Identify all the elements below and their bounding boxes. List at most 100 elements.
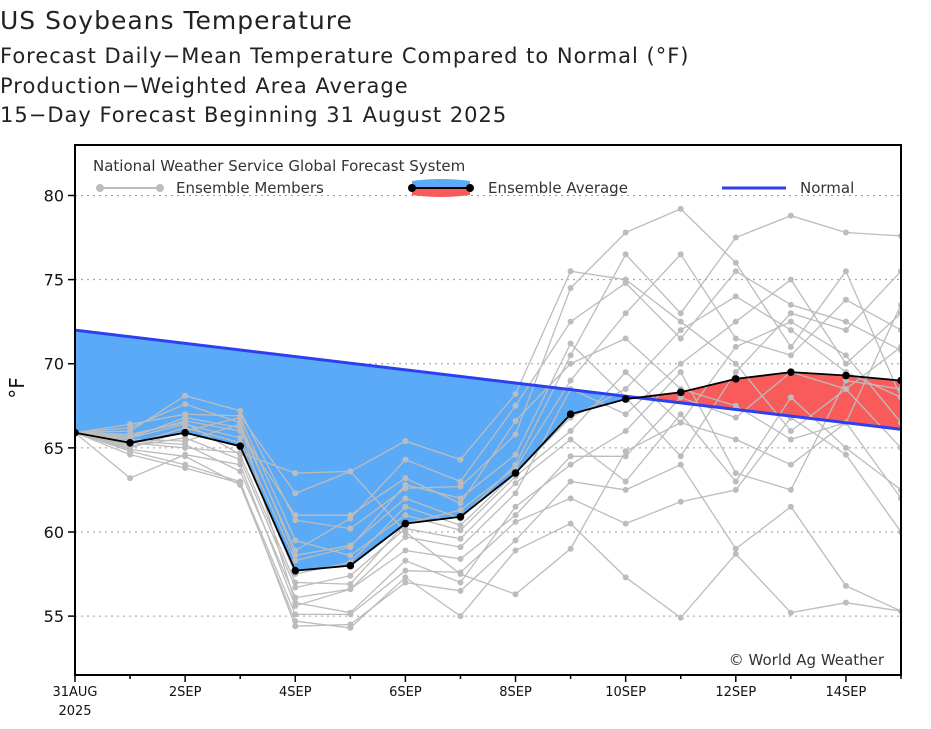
ensemble-member-11-point-10 (622, 276, 629, 283)
ensemble-member-8-point-11 (677, 205, 684, 212)
ensemble-member-17-point-8 (512, 503, 519, 510)
ensemble-member-17-point-4 (292, 599, 299, 606)
ensemble-member-7-point-14 (842, 360, 849, 367)
y-tick-label-65: 65 (44, 439, 64, 458)
ensemble-average-point-7 (456, 513, 465, 521)
ensemble-member-2-point-1 (127, 475, 134, 482)
ensemble-member-line-9 (75, 416, 901, 616)
ensemble-member-11-point-11 (677, 318, 684, 325)
ensemble-member-4-point-14 (842, 582, 849, 589)
ensemble-member-2-point-11 (677, 394, 684, 401)
ensemble-member-4-point-12 (732, 545, 739, 552)
ensemble-average-point-12 (732, 375, 740, 383)
ensemble-member-7-point-12 (732, 318, 739, 325)
ensemble-member-1-point-6 (402, 456, 409, 463)
ensemble-members (75, 205, 901, 631)
above-normal-fill-1 (637, 372, 901, 430)
ensemble-member-17-point-11 (677, 369, 684, 376)
ensemble-member-11-point-12 (732, 360, 739, 367)
ensemble-member-6-point-4 (292, 537, 299, 544)
y-axis-label: °F (5, 377, 29, 399)
y-tick-label-75: 75 (44, 271, 64, 290)
ensemble-member-13-point-5 (347, 544, 354, 551)
ensemble-member-5-point-14 (842, 296, 849, 303)
x-tick-label-12: 12SEP (715, 685, 756, 700)
ensemble-average-point-8 (511, 469, 520, 477)
ensemble-member-line-14 (75, 396, 901, 589)
legend-average-blue (412, 179, 470, 188)
chart-title: US Soybeans Temperature (0, 6, 353, 35)
chart-subtitle-1: Forecast Daily−Mean Temperature Compared… (0, 44, 690, 68)
ensemble-member-16-point-11 (677, 419, 684, 426)
ensemble-member-7-point-10 (622, 411, 629, 418)
ensemble-member-2-point-6 (402, 547, 409, 554)
legend-source: National Weather Service Global Forecast… (93, 157, 465, 175)
ensemble-member-line-1 (75, 270, 901, 552)
ensemble-member-11-point-13 (787, 428, 794, 435)
legend-members-label: Ensemble Members (176, 179, 324, 197)
ensemble-member-13-point-6 (402, 481, 409, 488)
normal-line (75, 328, 901, 431)
ensemble-member-line-6 (75, 371, 901, 557)
ensemble-member-16-point-14 (842, 352, 849, 359)
below-normal-fill-0 (75, 330, 638, 571)
ensemble-member-8-point-7 (457, 483, 464, 490)
ensemble-member-12-point-9 (567, 520, 574, 527)
ensemble-member-14-point-9 (567, 436, 574, 443)
legend-members-dot-right (156, 184, 164, 192)
ensemble-member-17-point-14 (842, 377, 849, 384)
ensemble-member-line-15 (75, 304, 901, 516)
ensemble-member-1-point-8 (512, 402, 519, 409)
x-tick-label-8: 8SEP (499, 685, 532, 700)
ensemble-member-7-point-13 (787, 276, 794, 283)
ensemble-member-12-point-12 (732, 550, 739, 557)
legend-members-key (96, 184, 164, 192)
ensemble-member-5-point-8 (512, 465, 519, 472)
ensemble-member-9-point-2 (182, 465, 189, 472)
ensemble-member-7-point-3 (237, 468, 244, 475)
ensemble-member-16-point-5 (347, 468, 354, 475)
ensemble-member-11-point-9 (567, 268, 574, 275)
credit-text: © World Ag Weather (729, 651, 885, 669)
ensemble-member-12-point-4 (292, 618, 299, 625)
ensemble-member-line-8 (75, 208, 901, 530)
ensemble-member-13-point-8 (512, 451, 519, 458)
ensemble-member-8-point-3 (237, 407, 244, 414)
ensemble-average-line (75, 371, 901, 572)
ensemble-member-2-point-8 (512, 512, 519, 519)
ensemble-member-17-point-6 (402, 557, 409, 564)
ensemble-member-3-point-9 (567, 352, 574, 359)
ensemble-member-10-point-10 (622, 385, 629, 392)
ensemble-member-line-16 (75, 320, 901, 595)
legend-normal-label: Normal (800, 179, 854, 197)
ensemble-member-line-13 (75, 270, 901, 562)
ensemble-member-2-point-12 (732, 414, 739, 421)
ensemble-member-14-point-3 (237, 456, 244, 463)
ensemble-member-17-point-7 (457, 579, 464, 586)
ensemble-average-point-3 (236, 442, 244, 450)
ensemble-member-3-point-10 (622, 251, 629, 258)
ensemble-average-point-13 (787, 368, 795, 376)
ensemble-member-17-point-2 (182, 438, 189, 445)
ensemble-member-9-point-1 (127, 451, 134, 458)
ensemble-member-7-point-7 (457, 544, 464, 551)
ensemble-member-16-point-6 (402, 528, 409, 535)
normal-line-group (75, 328, 901, 431)
ensemble-member-13-point-13 (787, 310, 794, 317)
ensemble-member-16-point-4 (292, 470, 299, 477)
ensemble-member-4-point-6 (402, 579, 409, 586)
ensemble-member-1-point-14 (842, 318, 849, 325)
ensemble-member-9-point-8 (512, 518, 519, 525)
ensemble-member-8-point-10 (622, 229, 629, 236)
ensemble-average-point-6 (401, 519, 410, 528)
ensemble-member-2-point-7 (457, 555, 464, 562)
ensemble-member-3-point-13 (787, 212, 794, 219)
ensemble-member-line-10 (75, 295, 901, 575)
ensemble-member-12-point-11 (677, 614, 684, 621)
ensemble-member-17-point-12 (732, 470, 739, 477)
ensemble-member-15-point-4 (292, 512, 299, 519)
ensemble-member-8-point-8 (512, 431, 519, 438)
x-tick-label-4: 4SEP (279, 685, 312, 700)
x-tick-label-14: 14SEP (826, 685, 867, 700)
